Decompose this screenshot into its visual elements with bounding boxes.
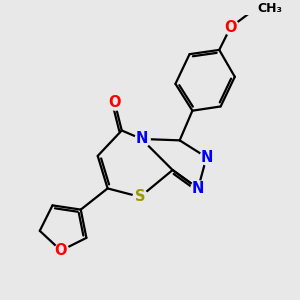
Text: S: S (135, 189, 146, 204)
Text: N: N (135, 131, 148, 146)
Text: N: N (192, 181, 204, 196)
Text: CH₃: CH₃ (257, 2, 282, 15)
Text: O: O (108, 95, 121, 110)
Text: O: O (55, 243, 67, 258)
Text: N: N (200, 150, 213, 165)
Text: O: O (224, 20, 237, 35)
